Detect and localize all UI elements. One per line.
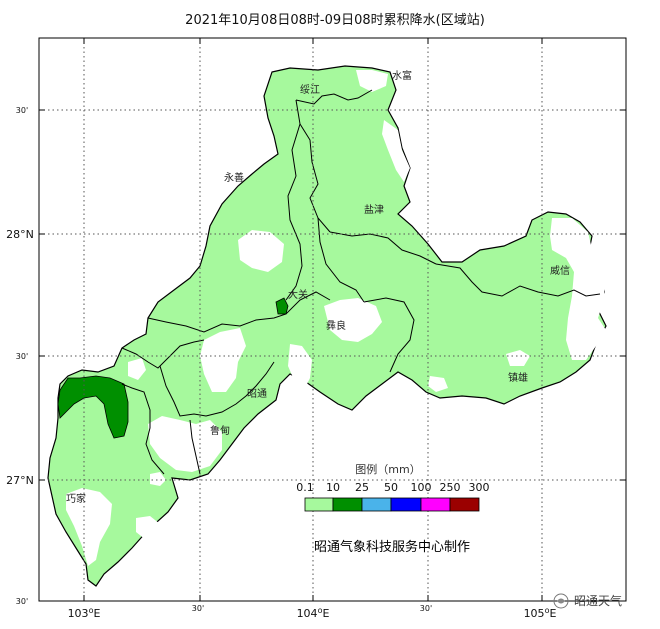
hole-west bbox=[128, 358, 146, 380]
legend-label: 10 bbox=[326, 481, 340, 494]
y-axis-labels: 30' 28°N 30' 27°N 30' bbox=[6, 106, 34, 606]
hole-ludian bbox=[148, 416, 222, 472]
y-tick-label: 30' bbox=[16, 106, 28, 115]
legend-label: 25 bbox=[355, 481, 369, 494]
county-label: 鲁甸 bbox=[210, 424, 230, 437]
county-label: 昭通 bbox=[247, 388, 267, 400]
border-suijiang-shuifu bbox=[295, 89, 373, 105]
hole-qiaojia-2 bbox=[136, 516, 160, 540]
legend-labels: 0.1 10 25 50 100 250 300 bbox=[296, 481, 489, 494]
x-tick-label: 104oE bbox=[297, 606, 330, 620]
y-tick-label: 27°N bbox=[6, 474, 34, 487]
border-yanjin-east bbox=[329, 231, 437, 265]
border-yiliang-zhenxiong bbox=[363, 297, 415, 373]
legend-swatch bbox=[449, 497, 480, 512]
legend-title: 图例（mm） bbox=[355, 462, 420, 476]
legend: 图例（mm） 0.1 10 25 50 100 250 300 bbox=[296, 462, 490, 512]
county-label: 盐津 bbox=[364, 203, 384, 216]
county-label: 永善 bbox=[224, 171, 244, 184]
county-boundaries bbox=[121, 89, 601, 475]
legend-swatch bbox=[390, 497, 422, 512]
border-zhaotong-west bbox=[121, 339, 205, 369]
legend-label: 300 bbox=[469, 481, 490, 494]
legend-colorbar bbox=[304, 497, 480, 512]
legend-swatch bbox=[332, 497, 363, 512]
y-tick-label: 30' bbox=[16, 352, 28, 361]
county-label: 水富 bbox=[392, 69, 412, 82]
border-zhaotong-north bbox=[147, 291, 331, 333]
heavy-precip-areas bbox=[57, 297, 289, 439]
x-tick-label: 30' bbox=[192, 604, 204, 613]
watermark: 昭通天气 bbox=[553, 593, 622, 609]
legend-label: 250 bbox=[440, 481, 461, 494]
hole-weixin bbox=[550, 218, 606, 360]
hole-qiaojia-3 bbox=[150, 472, 166, 486]
county-label: 镇雄 bbox=[508, 371, 528, 384]
hole-northeast bbox=[382, 120, 410, 182]
hole-zhenxiong-2 bbox=[428, 376, 448, 392]
watermark-logo-mark bbox=[557, 598, 565, 604]
legend-swatch bbox=[304, 497, 334, 512]
legend-swatch bbox=[361, 497, 392, 512]
hole-north bbox=[356, 70, 388, 92]
x-axis-labels: 103oE 30' 104oE 30' 105oE bbox=[68, 604, 557, 620]
dark-green-daguan bbox=[275, 297, 289, 315]
no-precip-areas bbox=[66, 70, 606, 566]
county-label: 威信 bbox=[550, 264, 570, 277]
hole-qiaojia-1 bbox=[66, 488, 112, 566]
watermark-logo-icon bbox=[553, 593, 569, 609]
y-tick-label: 28°N bbox=[6, 228, 34, 241]
y-tick-label: 30' bbox=[16, 597, 28, 606]
border-qiaojia bbox=[121, 383, 165, 475]
legend-label: 0.1 bbox=[296, 481, 314, 494]
x-tick-label: 105oE bbox=[524, 606, 557, 620]
legend-label: 50 bbox=[384, 481, 398, 494]
county-label: 彝良 bbox=[326, 319, 346, 332]
legend-swatch bbox=[420, 497, 451, 512]
border-daguan-yiliang bbox=[317, 217, 365, 303]
hole-zhenxiong bbox=[506, 350, 530, 366]
border-yongshan-yanjin bbox=[295, 99, 331, 233]
dark-green-qiaojia bbox=[57, 375, 129, 439]
legend-label: 100 bbox=[411, 481, 432, 494]
tick-marks bbox=[39, 38, 626, 601]
border-yongshan-daguan bbox=[285, 123, 303, 301]
border-ludian-south bbox=[189, 419, 201, 475]
border-ludian bbox=[159, 361, 275, 417]
x-tick-label: 103oE bbox=[68, 606, 101, 620]
county-label: 大关 bbox=[288, 288, 308, 301]
county-label: 巧家 bbox=[66, 492, 86, 505]
watermark-text: 昭通天气 bbox=[574, 593, 622, 608]
county-label: 绥江 bbox=[300, 84, 320, 96]
border-yiliang-weixin bbox=[435, 263, 601, 297]
map-title: 2021年10月08日08时-09日08时累积降水(区域站) bbox=[185, 13, 485, 28]
hole-yongshan bbox=[238, 230, 284, 272]
credit-text: 昭通气象科技服务中心制作 bbox=[314, 539, 470, 555]
county-labels: 绥江 水富 永善 盐津 大关 威信 彝良 昭通 鲁甸 镇雄 巧家 bbox=[66, 69, 570, 505]
hole-zhaotong bbox=[200, 328, 246, 392]
x-tick-label: 30' bbox=[420, 604, 432, 613]
hole-yiliang bbox=[324, 298, 382, 342]
